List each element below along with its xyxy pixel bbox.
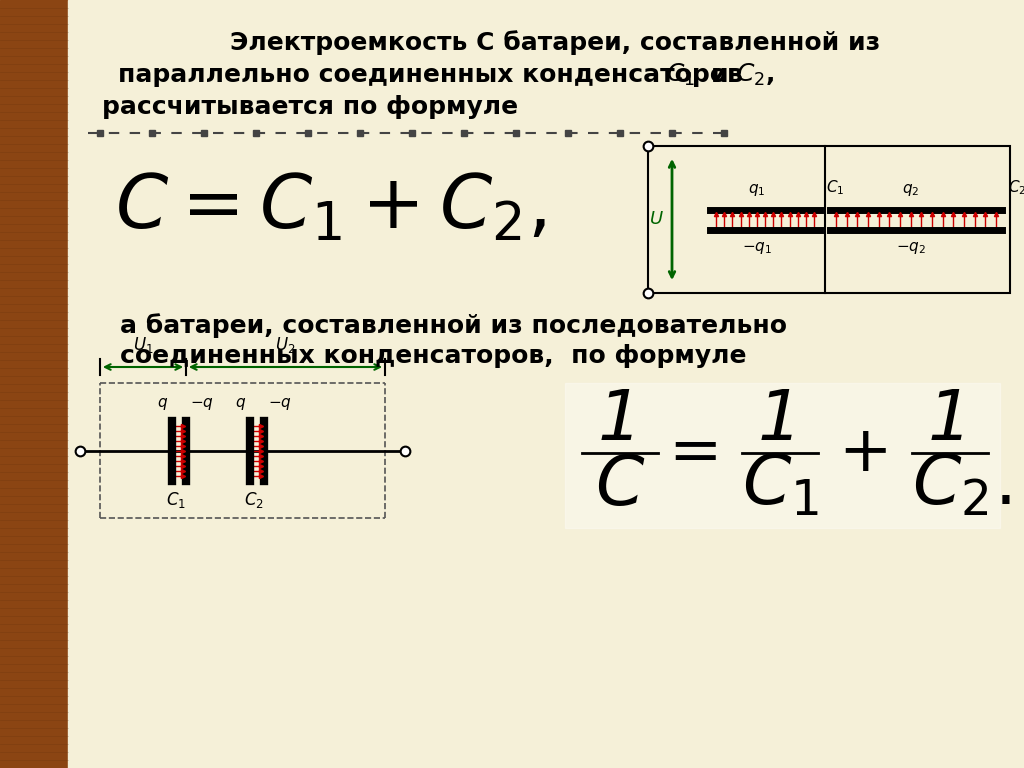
Text: $q$: $q$ (234, 396, 246, 412)
Text: =: = (669, 422, 722, 484)
Text: $U_2$: $U_2$ (275, 335, 296, 355)
Text: $-q_2$: $-q_2$ (896, 240, 926, 256)
Text: $-q$: $-q$ (190, 396, 214, 412)
Text: а батареи, составленной из последовательно: а батареи, составленной из последователь… (120, 313, 787, 339)
Text: $C_2$: $C_2$ (1008, 179, 1024, 197)
Text: $-q_1$: $-q_1$ (742, 240, 772, 256)
Text: $C_1$: $C_1$ (826, 179, 845, 197)
Text: параллельно соединенных конденсаторов: параллельно соединенных конденсаторов (118, 63, 742, 87)
Text: $\mathit{C}_2$: $\mathit{C}_2$ (911, 452, 988, 518)
Text: и: и (712, 63, 729, 87)
Text: $C_2$: $C_2$ (244, 491, 264, 511)
Text: $q_2$: $q_2$ (902, 181, 920, 197)
Bar (0, 0, 68, 768)
Text: $U_1$: $U_1$ (133, 335, 154, 355)
Text: $\mathit{C} = \mathit{C}_1 + \mathit{C}_2,$: $\mathit{C} = \mathit{C}_1 + \mathit{C}_… (115, 171, 546, 244)
Text: соединенных конденсаторов,  по формуле: соединенных конденсаторов, по формуле (120, 344, 746, 368)
Text: $C_2$,: $C_2$, (736, 62, 774, 88)
Text: 1: 1 (758, 388, 802, 455)
Bar (565, 383, 1000, 528)
Text: $\mathit{C}_1$: $\mathit{C}_1$ (741, 452, 818, 518)
Text: 1: 1 (928, 388, 972, 455)
Text: +: + (839, 422, 892, 484)
Text: $C_1$: $C_1$ (166, 491, 186, 511)
Bar (648, 146, 1010, 293)
Text: 1: 1 (598, 388, 642, 455)
Text: рассчитывается по формуле: рассчитывается по формуле (102, 95, 518, 119)
Text: .: . (995, 452, 1017, 518)
Text: $-q$: $-q$ (268, 396, 292, 412)
Text: $q_1$: $q_1$ (749, 181, 766, 197)
Text: Электроемкость С батареи, составленной из: Электроемкость С батареи, составленной и… (229, 31, 880, 55)
Text: $\mathit{C}$: $\mathit{C}$ (595, 452, 645, 518)
Text: $U$: $U$ (648, 210, 664, 229)
Text: $q$: $q$ (157, 396, 168, 412)
Text: $C_1$: $C_1$ (666, 62, 694, 88)
